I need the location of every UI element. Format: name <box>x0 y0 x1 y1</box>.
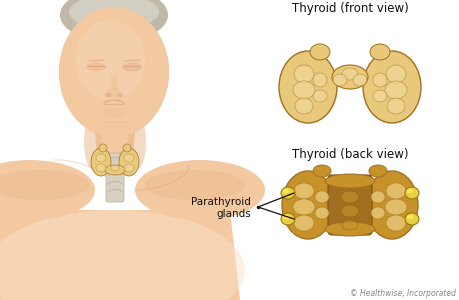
Ellipse shape <box>314 207 328 219</box>
Ellipse shape <box>294 98 312 114</box>
Ellipse shape <box>0 170 90 200</box>
Ellipse shape <box>124 154 134 162</box>
Ellipse shape <box>312 165 330 177</box>
Ellipse shape <box>0 210 245 300</box>
Text: Thyroid (back view): Thyroid (back view) <box>291 148 408 161</box>
Ellipse shape <box>370 207 384 219</box>
Ellipse shape <box>385 183 405 199</box>
Ellipse shape <box>372 73 386 87</box>
Ellipse shape <box>86 62 106 71</box>
Ellipse shape <box>134 160 264 220</box>
Ellipse shape <box>293 65 313 83</box>
Ellipse shape <box>103 108 125 118</box>
Ellipse shape <box>60 0 168 43</box>
Ellipse shape <box>312 73 326 87</box>
Ellipse shape <box>404 213 418 225</box>
Ellipse shape <box>365 171 417 239</box>
Ellipse shape <box>406 188 412 194</box>
Ellipse shape <box>122 62 142 71</box>
Ellipse shape <box>106 88 122 98</box>
Ellipse shape <box>370 191 384 203</box>
Ellipse shape <box>110 74 118 92</box>
Ellipse shape <box>280 213 294 225</box>
Ellipse shape <box>352 74 366 86</box>
Ellipse shape <box>282 214 288 220</box>
Ellipse shape <box>99 144 107 152</box>
Ellipse shape <box>341 68 357 80</box>
Ellipse shape <box>123 144 131 152</box>
Ellipse shape <box>145 170 245 200</box>
Ellipse shape <box>293 215 313 231</box>
Ellipse shape <box>281 171 333 239</box>
Ellipse shape <box>384 199 406 215</box>
Ellipse shape <box>372 90 386 102</box>
Ellipse shape <box>0 160 95 220</box>
Polygon shape <box>94 120 136 170</box>
Ellipse shape <box>385 215 405 231</box>
Ellipse shape <box>75 20 145 100</box>
Ellipse shape <box>293 183 313 199</box>
Ellipse shape <box>96 154 106 162</box>
Ellipse shape <box>341 220 357 230</box>
Ellipse shape <box>325 174 374 188</box>
Ellipse shape <box>119 148 139 176</box>
Ellipse shape <box>111 165 119 171</box>
Ellipse shape <box>385 65 405 83</box>
Ellipse shape <box>84 115 102 170</box>
Ellipse shape <box>104 92 111 98</box>
Ellipse shape <box>331 65 367 89</box>
Ellipse shape <box>312 90 326 102</box>
Ellipse shape <box>340 205 358 217</box>
Ellipse shape <box>59 7 168 137</box>
FancyBboxPatch shape <box>327 175 371 235</box>
Ellipse shape <box>314 191 328 203</box>
Ellipse shape <box>282 188 288 194</box>
Ellipse shape <box>292 199 314 215</box>
FancyBboxPatch shape <box>106 153 124 202</box>
Text: Thyroid (front view): Thyroid (front view) <box>291 2 408 15</box>
Ellipse shape <box>332 74 346 86</box>
Ellipse shape <box>384 81 406 99</box>
Text: © Healthwise, Incorporated: © Healthwise, Incorporated <box>349 289 455 298</box>
Ellipse shape <box>309 44 329 60</box>
Ellipse shape <box>386 98 404 114</box>
Ellipse shape <box>124 164 134 172</box>
Ellipse shape <box>406 214 412 220</box>
Ellipse shape <box>96 164 106 172</box>
Ellipse shape <box>128 115 146 170</box>
Ellipse shape <box>280 187 294 199</box>
Ellipse shape <box>292 81 314 99</box>
Ellipse shape <box>362 51 420 123</box>
Polygon shape <box>0 210 240 300</box>
Ellipse shape <box>368 165 386 177</box>
Ellipse shape <box>91 148 111 176</box>
Ellipse shape <box>116 92 123 98</box>
Ellipse shape <box>74 85 154 125</box>
Ellipse shape <box>105 165 125 175</box>
Ellipse shape <box>69 0 159 29</box>
Ellipse shape <box>59 7 168 137</box>
Ellipse shape <box>325 222 374 236</box>
Ellipse shape <box>279 51 336 123</box>
Ellipse shape <box>75 20 145 100</box>
Ellipse shape <box>404 187 418 199</box>
Text: Parathyroid
glands: Parathyroid glands <box>190 197 251 219</box>
Ellipse shape <box>340 191 358 203</box>
Ellipse shape <box>369 44 389 60</box>
